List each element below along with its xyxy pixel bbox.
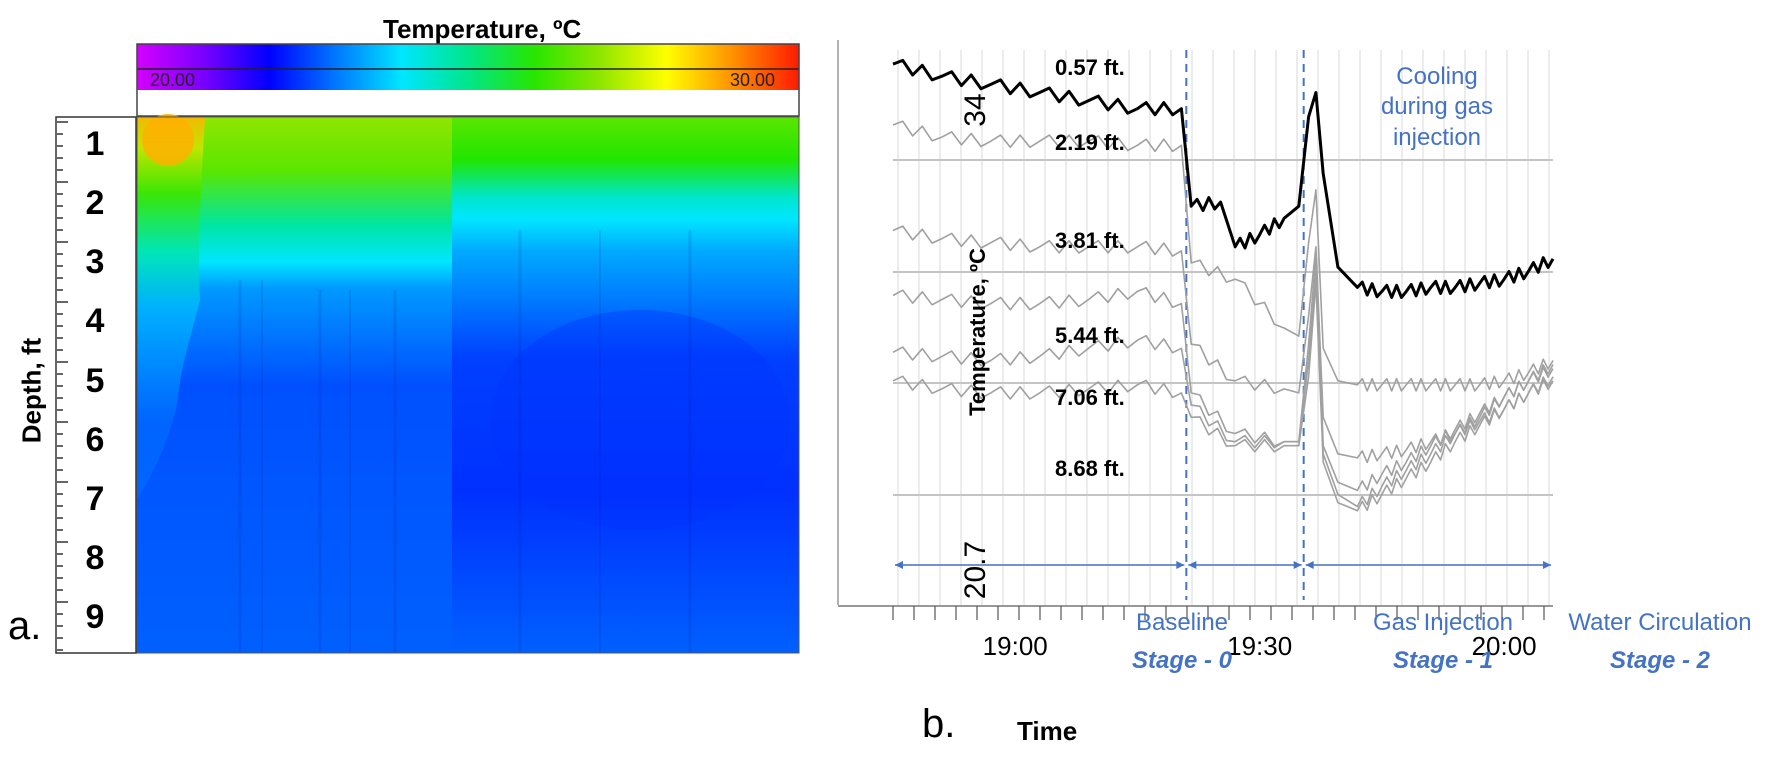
depth-tick-2: 2 (85, 183, 105, 222)
series-label-1: 2.19 ft. (1055, 130, 1125, 155)
x-axis-title: Time (1017, 716, 1077, 746)
depth-tick-9: 9 (85, 598, 105, 637)
annotation-line-2: during gas (1381, 93, 1493, 120)
depth-tick-3: 3 (85, 243, 105, 282)
annotation-line-1: Cooling (1396, 63, 1477, 90)
stage-2-name: Water Circulation (1568, 609, 1751, 636)
series-label-3: 5.44 ft. (1055, 323, 1125, 348)
series-label-5: 8.68 ft. (1055, 456, 1125, 481)
y-top-label: 34 (959, 93, 992, 126)
series-line-381 (892, 225, 1554, 464)
colorbar-max-label: 30.00 (730, 70, 776, 90)
depth-tick-6: 6 (85, 420, 105, 459)
stage-boundaries (1185, 50, 1305, 600)
depth-tick-7: 7 (85, 479, 105, 518)
stage-0-name: Baseline (1136, 609, 1228, 636)
stage-arrowhead-right-0 (1176, 561, 1185, 569)
depth-tick-4: 4 (85, 302, 105, 341)
series-line-868 (892, 282, 1554, 512)
depth-tick-1: 1 (85, 124, 105, 163)
series-line-057 (892, 58, 1555, 299)
stage-arrowhead-left-0 (895, 561, 903, 569)
heatmap-svg (55, 43, 800, 654)
series-label-4: 7.06 ft. (1055, 385, 1125, 410)
colorbar (136, 43, 800, 117)
depth-tick-8: 8 (85, 539, 105, 578)
stage-arrowhead-left-1 (1188, 561, 1197, 569)
stage-arrowhead-right-1 (1293, 561, 1302, 569)
panel-a-letter: a. (8, 604, 42, 648)
x-tick-label-0: 19:00 (983, 631, 1048, 661)
colorbar-title: Temperature, ºC (383, 14, 582, 44)
series-line-544 (892, 254, 1554, 492)
stage-arrows (895, 561, 1551, 569)
series-label-2: 3.81 ft. (1055, 228, 1125, 253)
series-line-219 (892, 120, 1554, 392)
x-tick-label-1: 19:30 (1227, 631, 1292, 661)
stage-1-name: Gas Injection (1373, 609, 1513, 636)
x-axis: 19:00 19:30 20:00 (838, 605, 1553, 661)
stage-arrowhead-left-2 (1305, 561, 1314, 569)
panel-b-letter: b. (922, 702, 956, 746)
heatmap-field (136, 114, 800, 654)
annotation-line-3: injection (1393, 124, 1481, 151)
stage-arrowhead-right-2 (1543, 561, 1551, 569)
x-tick-label-2: 20:00 (1472, 631, 1537, 661)
series-line-706 (892, 270, 1554, 508)
stage-0-label: Stage - 0 (1132, 647, 1233, 674)
chart-series: 0.57 ft. 2.19 ft. 3.81 ft. 5.44 ft. 7.06 ft.… (892, 55, 1555, 512)
y-bottom-label: 20.7 (959, 541, 992, 599)
stage-1-label: Stage - 1 (1393, 647, 1493, 674)
depth-axis-box (55, 116, 137, 654)
y-axis-label: Temperature, ºC (965, 248, 990, 416)
depth-tick-5: 5 (85, 361, 105, 400)
stage-2-label: Stage - 2 (1610, 647, 1711, 674)
depth-minor-ticks (57, 121, 68, 651)
colorbar-min-label: 20.00 (150, 70, 196, 90)
series-label-0: 0.57 ft. (1055, 55, 1125, 80)
